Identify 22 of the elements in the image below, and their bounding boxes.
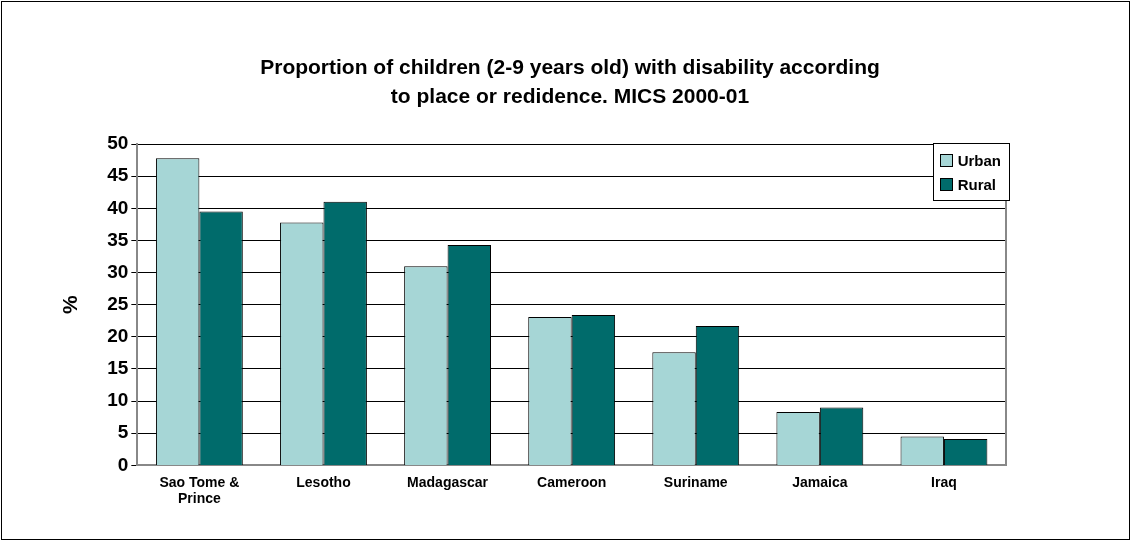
y-tick-label: 20 — [107, 325, 129, 347]
y-tick-label: 10 — [107, 389, 129, 411]
y-tick-label: 15 — [107, 357, 129, 379]
y-tick-label: 45 — [107, 164, 129, 186]
y-tick-label: 35 — [107, 228, 129, 250]
x-tick-label: Sao Tome & Prince — [159, 473, 240, 507]
chart-title: Proportion of children (2-9 years old) with disability according to place or redidence. MICS 2000-01 — [259, 54, 881, 109]
x-tick-label: Madagascar — [407, 473, 489, 490]
y-tick-label: 30 — [107, 260, 129, 282]
x-tick-label: Cameroon — [537, 473, 607, 490]
x-tick-label: Jamaica — [792, 473, 848, 490]
legend-label: Rural — [956, 174, 997, 195]
y-tick-label: 25 — [107, 292, 129, 314]
x-tick-label: Lesotho — [296, 473, 351, 490]
y-axis-title: % — [58, 295, 82, 315]
y-tick-label: 40 — [107, 196, 129, 218]
legend-label: Urban — [956, 150, 1001, 171]
x-tick-label: Suriname — [663, 473, 728, 490]
x-tick-label: Iraq — [931, 473, 957, 490]
y-tick-label: 5 — [117, 421, 129, 443]
y-tick-label: 50 — [107, 132, 129, 154]
y-tick-label: 0 — [117, 453, 129, 475]
